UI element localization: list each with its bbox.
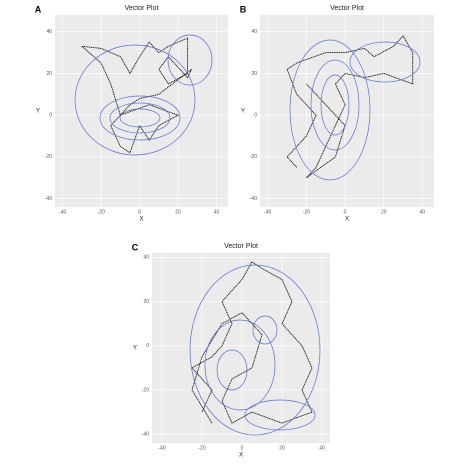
- plot: -40 -20 0 20 40 -40 -20 0 20 40 Vector Plot C X Y: [132, 242, 330, 459]
- plot: -40 -20 0 20 40 -40 -20 0 20 40 Vector Plot A X Y: [35, 4, 228, 223]
- y-axis-label: Y: [36, 109, 40, 115]
- y-tick-label: 0: [254, 113, 257, 119]
- contour: [320, 74, 350, 136]
- contour: [289, 39, 371, 181]
- chart-title: Vector Plot: [330, 5, 364, 12]
- y-tick-label: -20: [45, 154, 52, 160]
- x-tick-label: 40: [319, 445, 325, 451]
- x-tick-label: -20: [303, 209, 310, 215]
- contours-a: [74, 34, 213, 156]
- panel-label: C: [132, 242, 139, 252]
- contours-b: [289, 39, 421, 181]
- plot: -40 -20 0 20 40 -40 -20 0 20 40 Vector Plot B X Y: [240, 4, 434, 223]
- x-tick-label: -20: [198, 445, 205, 451]
- y-tick-label: -40: [45, 196, 52, 202]
- chart-title: Vector Plot: [125, 5, 159, 12]
- contour: [189, 264, 321, 436]
- x-axis-label: X: [239, 453, 243, 459]
- panel-label: B: [240, 4, 247, 14]
- plot-area: [55, 15, 228, 207]
- y-axis-label: Y: [241, 109, 245, 115]
- x-tick-label: 0: [344, 209, 347, 215]
- y-tick-label: 0: [49, 113, 52, 119]
- y-tick-label: -20: [142, 387, 149, 393]
- contour: [119, 108, 161, 128]
- y-axis-label: Y: [133, 346, 137, 352]
- x-tick-label: 0: [138, 209, 141, 215]
- chart-title: Vector Plot: [224, 243, 258, 250]
- x-tick-label: -40: [59, 209, 66, 215]
- contour: [216, 349, 248, 391]
- x-tick-label: 40: [420, 209, 426, 215]
- contour: [349, 41, 421, 83]
- contours-c: [189, 264, 321, 436]
- contour: [310, 59, 360, 151]
- x-tick-label: 40: [214, 209, 220, 215]
- contour: [167, 34, 213, 86]
- x-axis-label: X: [139, 217, 143, 223]
- contour: [244, 399, 316, 431]
- x-tick-label: 20: [279, 445, 285, 451]
- contour: [204, 319, 276, 411]
- contour: [109, 102, 171, 134]
- x-axis-label: X: [345, 217, 349, 223]
- contour: [74, 44, 196, 156]
- y-tick-label: -20: [250, 154, 257, 160]
- x-tick-label: -40: [158, 445, 165, 451]
- y-tick-label: 20: [251, 71, 257, 77]
- y-tick-label: 0: [146, 343, 149, 349]
- x-tick-label: -40: [264, 209, 271, 215]
- contour: [99, 95, 181, 141]
- x-tick-label: 20: [175, 209, 181, 215]
- y-tick-label: -40: [250, 196, 257, 202]
- y-tick-label: 20: [143, 299, 149, 305]
- plot-area: [260, 15, 434, 207]
- trajectory: [81, 37, 192, 154]
- y-tick-label: 40: [251, 29, 257, 35]
- x-tick-label: 0: [241, 445, 244, 451]
- y-tick-label: 20: [46, 71, 52, 77]
- x-tick-label: 20: [381, 209, 387, 215]
- y-tick-label: 40: [143, 255, 149, 261]
- y-tick-label: -40: [142, 431, 149, 437]
- x-tick-label: -20: [98, 209, 105, 215]
- y-tick-label: 40: [46, 29, 52, 35]
- panel-label: A: [35, 4, 42, 14]
- trajectory: [191, 261, 313, 424]
- contour: [252, 315, 278, 345]
